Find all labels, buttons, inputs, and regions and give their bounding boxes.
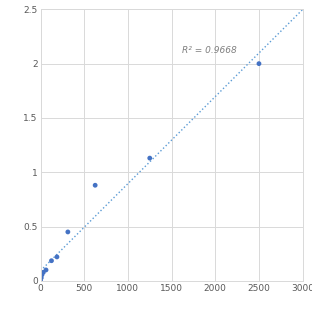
Point bbox=[147, 156, 152, 161]
Point bbox=[41, 270, 46, 275]
Point bbox=[54, 254, 59, 259]
Point bbox=[39, 275, 44, 280]
Point bbox=[38, 278, 43, 283]
Point bbox=[256, 61, 261, 66]
Point bbox=[39, 272, 44, 277]
Text: R² = 0.9668: R² = 0.9668 bbox=[182, 46, 237, 55]
Point bbox=[49, 258, 54, 263]
Point bbox=[43, 267, 49, 272]
Point bbox=[66, 229, 71, 234]
Point bbox=[93, 183, 98, 188]
